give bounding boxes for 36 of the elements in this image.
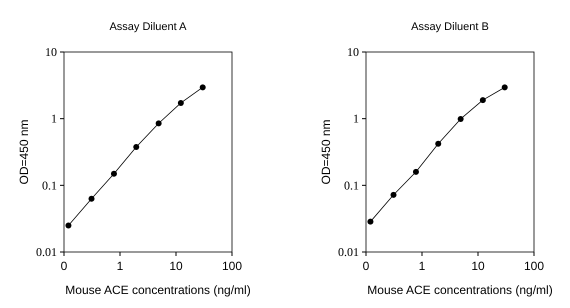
- point: [110, 170, 117, 177]
- chart-title: Assay Diluent B: [411, 21, 489, 33]
- y-tick-label: 10: [45, 45, 57, 59]
- point: [390, 192, 397, 198]
- y-axis-title: OD=450 nm: [17, 119, 31, 185]
- point: [458, 116, 464, 122]
- x-tick-label: 10: [169, 259, 183, 273]
- point: [88, 196, 95, 202]
- point: [156, 120, 162, 126]
- x-axis-title: Mouse ACE concentrations (ng/ml): [65, 283, 251, 297]
- point: [200, 84, 206, 90]
- y-tick-label: 0.01: [338, 245, 359, 259]
- y-tick-label: 1: [51, 112, 57, 126]
- point: [435, 140, 442, 147]
- point: [65, 222, 72, 228]
- point: [502, 84, 508, 90]
- y-tick-label: 0.01: [36, 245, 57, 259]
- chart-title: Assay Diluent A: [109, 21, 188, 33]
- point: [412, 168, 419, 175]
- point: [178, 100, 184, 106]
- point: [367, 218, 374, 225]
- x-tick-label: 0: [362, 259, 370, 273]
- x-tick-label: 1: [116, 259, 124, 273]
- y-tick-label: 1: [353, 112, 359, 126]
- x-tick-label: 10: [471, 259, 485, 273]
- x-tick-label: 0: [60, 259, 68, 273]
- point: [133, 144, 140, 150]
- x-tick-label: 1: [418, 259, 426, 273]
- x-axis-title: Mouse ACE concentrations (ng/ml): [367, 283, 553, 297]
- y-tick-label: 0.1: [344, 178, 359, 192]
- y-tick-label: 0.1: [42, 178, 57, 192]
- y-tick-label: 10: [347, 45, 359, 59]
- y-axis-title: OD=450 nm: [319, 119, 333, 185]
- x-tick-label: 100: [524, 259, 544, 273]
- point: [480, 97, 486, 104]
- x-tick-label: 100: [222, 259, 242, 273]
